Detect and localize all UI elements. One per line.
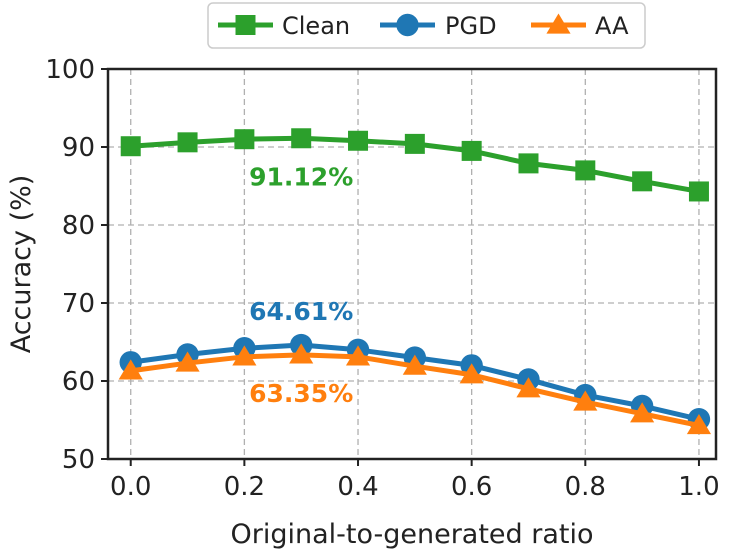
legend-label-pgd: PGD xyxy=(445,12,497,40)
plot-frame xyxy=(106,67,718,461)
y-tick-label: 90 xyxy=(62,133,95,163)
legend-marker-clean xyxy=(235,15,256,35)
aa-point xyxy=(232,345,257,366)
aa-point xyxy=(630,402,655,423)
clean-point xyxy=(120,136,141,157)
clean-point xyxy=(575,160,596,181)
series-aa xyxy=(118,343,712,435)
x-tick-label: 0.2 xyxy=(224,472,265,502)
aa-point xyxy=(345,345,371,366)
legend-item-clean: Clean xyxy=(218,12,350,40)
annotation-label: 64.61% xyxy=(249,297,353,326)
clean-point xyxy=(404,133,425,154)
aa-point xyxy=(573,390,598,411)
x-tick-label: 0.8 xyxy=(565,472,606,502)
clean-point xyxy=(688,181,709,202)
aa-point xyxy=(175,351,200,372)
clean-point xyxy=(291,128,312,149)
y-tick-label: 80 xyxy=(62,211,95,241)
clean-point xyxy=(518,153,539,174)
aa-point xyxy=(118,359,143,380)
series-pgd xyxy=(119,333,711,431)
aa-point xyxy=(459,363,484,384)
legend-marker-aa xyxy=(546,13,571,34)
series-clean xyxy=(120,128,709,202)
y-tick-label: 50 xyxy=(62,445,95,475)
legend-label-clean: Clean xyxy=(282,12,350,40)
aa-point xyxy=(289,343,314,364)
clean-point xyxy=(348,130,369,151)
legend-marker-pgd xyxy=(396,13,419,37)
annotation-label: 91.12% xyxy=(249,162,353,191)
aa-point xyxy=(686,413,712,435)
clean-point xyxy=(461,140,482,161)
y-tick-label: 100 xyxy=(45,55,95,85)
clean-point xyxy=(177,132,198,153)
y-axis-title: Accuracy (%) xyxy=(6,175,37,354)
aa-point xyxy=(516,377,541,398)
legend-label-aa: AA xyxy=(595,12,629,40)
x-axis-title: Original-to-generated ratio xyxy=(230,519,593,550)
clean-point xyxy=(632,171,653,192)
legend-item-aa: AA xyxy=(531,12,629,40)
clean-point xyxy=(234,129,255,150)
x-tick-label: 0.6 xyxy=(451,472,492,502)
axis-ticks: 0.0 0.2 0.4 0.6 0.8 1.0 50 60 70 80 90 100 xyxy=(45,55,719,502)
series-layer xyxy=(118,128,712,435)
y-tick-label: 70 xyxy=(62,289,95,319)
legend: Clean PGD AA xyxy=(207,2,646,49)
annotation-label: 63.35% xyxy=(249,379,353,408)
legend-item-pgd: PGD xyxy=(380,12,497,40)
x-tick-label: 1.0 xyxy=(678,472,719,502)
annotations: 91.12% 64.61% 63.35% xyxy=(249,162,353,408)
y-tick-label: 60 xyxy=(62,367,95,397)
aa-point xyxy=(402,354,427,375)
x-tick-label: 0.0 xyxy=(110,472,151,502)
x-tick-label: 0.4 xyxy=(337,472,378,502)
